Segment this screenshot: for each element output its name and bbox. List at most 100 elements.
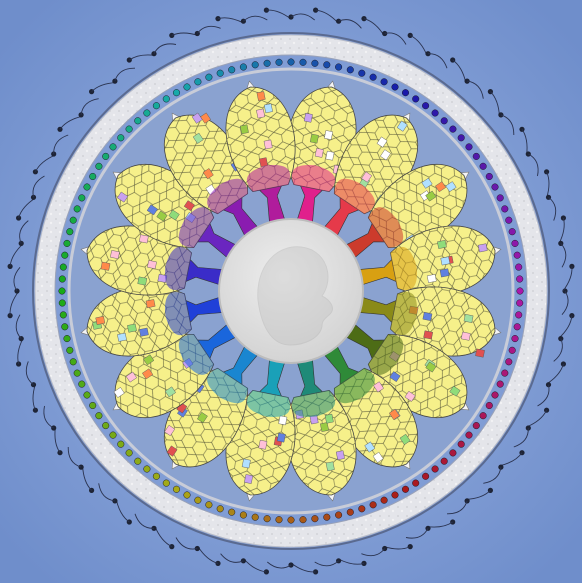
lace-loop bbox=[500, 114, 515, 136]
accent-tile bbox=[196, 411, 208, 424]
accent-tile bbox=[127, 323, 137, 333]
lace-loop bbox=[43, 405, 54, 429]
accent-tile bbox=[372, 451, 384, 463]
bead bbox=[472, 152, 480, 160]
petal-wash bbox=[390, 291, 417, 336]
bead bbox=[152, 102, 160, 110]
accent-tile bbox=[256, 108, 266, 119]
petal-wash bbox=[390, 246, 417, 291]
bead bbox=[440, 117, 448, 125]
accent-tile bbox=[396, 120, 408, 132]
bead bbox=[78, 380, 86, 388]
lace-loop bbox=[562, 266, 573, 292]
accent-tile bbox=[440, 256, 451, 266]
accent-tile bbox=[324, 413, 334, 424]
marble-ring-edge-outer bbox=[34, 34, 548, 548]
bead bbox=[73, 205, 81, 213]
accent-tile bbox=[117, 332, 127, 342]
lace-dot bbox=[51, 425, 57, 431]
accent-tile bbox=[477, 243, 488, 253]
accent-tile bbox=[425, 190, 437, 202]
lace-loop bbox=[548, 196, 557, 221]
bead bbox=[511, 239, 519, 247]
bead bbox=[335, 63, 343, 71]
accent-tile bbox=[361, 171, 373, 183]
accent-tile bbox=[314, 148, 324, 158]
lace-loop bbox=[15, 314, 22, 339]
accent-tile bbox=[263, 103, 273, 114]
bead bbox=[172, 89, 181, 97]
accent-tile bbox=[166, 445, 178, 457]
bead bbox=[152, 472, 160, 480]
accent-tile bbox=[113, 387, 125, 398]
accent-tile bbox=[241, 458, 251, 469]
lace-loop bbox=[446, 500, 468, 515]
accent-tile bbox=[422, 312, 433, 321]
petal-wash bbox=[207, 178, 248, 214]
petal-wash bbox=[334, 368, 375, 404]
bead bbox=[228, 66, 236, 74]
accent-tile bbox=[373, 381, 384, 393]
bead bbox=[89, 401, 97, 410]
accent-tile bbox=[258, 439, 268, 450]
bead bbox=[496, 194, 504, 202]
center-profile-relief bbox=[257, 246, 333, 346]
bead bbox=[83, 183, 91, 191]
bead bbox=[479, 412, 487, 420]
bead bbox=[69, 358, 77, 366]
bead bbox=[496, 380, 504, 388]
lace-loop bbox=[80, 98, 99, 115]
bead bbox=[275, 516, 283, 524]
bead bbox=[125, 125, 133, 133]
accent-tile bbox=[335, 450, 345, 461]
bead bbox=[335, 511, 343, 519]
petal-wash bbox=[165, 291, 192, 336]
accent-tile bbox=[389, 371, 401, 382]
outer-dark-band bbox=[32, 32, 550, 550]
bead bbox=[228, 508, 236, 516]
bead bbox=[323, 513, 331, 521]
bead bbox=[63, 239, 71, 247]
bead bbox=[183, 83, 191, 91]
center-disc bbox=[218, 218, 364, 364]
accent-tile bbox=[256, 91, 266, 101]
bead bbox=[134, 457, 142, 465]
bead bbox=[515, 263, 523, 271]
bead bbox=[73, 369, 81, 377]
bead bbox=[431, 465, 439, 473]
petal-wash bbox=[165, 246, 192, 291]
bead bbox=[287, 58, 295, 66]
bead bbox=[263, 515, 271, 523]
bead bbox=[172, 485, 181, 493]
petal-wash bbox=[291, 165, 336, 192]
petal-wash bbox=[368, 207, 404, 248]
lace-loop bbox=[243, 15, 268, 22]
bead-ring bbox=[58, 58, 524, 524]
accent-tile bbox=[147, 260, 157, 270]
accent-tile bbox=[143, 354, 155, 366]
bead bbox=[401, 89, 410, 97]
petal-wash bbox=[368, 334, 404, 375]
bead bbox=[194, 496, 202, 504]
accent-tile bbox=[259, 157, 268, 168]
lace-dot bbox=[425, 51, 431, 57]
lace-loop bbox=[13, 267, 21, 292]
lace-dot bbox=[169, 32, 175, 39]
petal-wash bbox=[178, 334, 214, 375]
bead bbox=[58, 275, 66, 283]
petal bbox=[347, 225, 496, 296]
bead bbox=[205, 501, 213, 509]
bead bbox=[299, 58, 307, 66]
lace-loop bbox=[98, 483, 115, 502]
bead bbox=[102, 152, 110, 160]
accent-tile bbox=[404, 390, 416, 402]
accent-tile bbox=[117, 191, 129, 203]
accent-tile bbox=[164, 424, 176, 437]
accent-tile bbox=[263, 139, 273, 150]
bead bbox=[311, 59, 319, 67]
lace-loop bbox=[537, 384, 550, 407]
lace-loop bbox=[528, 153, 539, 177]
lace-loop bbox=[290, 13, 315, 21]
accent-tile bbox=[389, 408, 400, 420]
petal-wash bbox=[334, 178, 375, 214]
